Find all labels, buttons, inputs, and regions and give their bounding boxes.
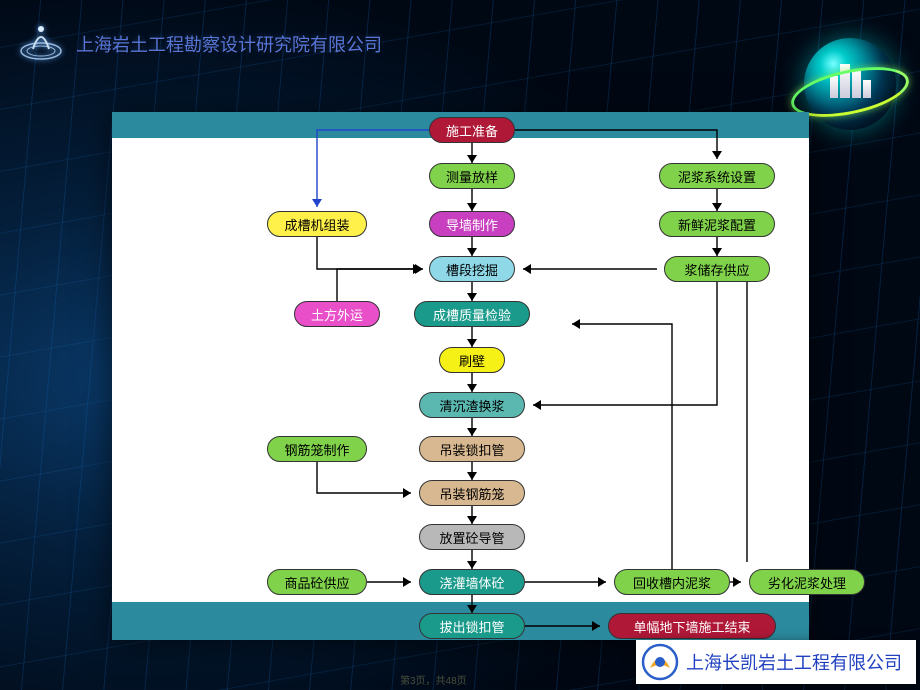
flow-node-n5: 泥浆系统设置: [659, 163, 775, 189]
flow-node-n14: 吊装锁扣管: [419, 436, 525, 462]
header-company-name: 上海岩土工程勘察设计研究院有限公司: [76, 31, 382, 57]
flow-node-n18: 浇灌墙体砼: [419, 569, 525, 595]
flow-node-n7: 槽段挖掘: [429, 256, 515, 282]
flow-node-n20: 劣化泥浆处理: [749, 569, 865, 595]
slide-content: 施工准备测量放样导墙制作 成槽机组装 泥浆系统设置新鲜泥浆配置槽段挖掘 浆储存供应土方…: [112, 112, 809, 640]
flow-node-n10: 成槽质量检验: [414, 301, 530, 327]
page-info: 第3页，共48页: [400, 672, 467, 687]
flow-node-n8: 浆储存供应: [664, 256, 770, 282]
flow-node-n9: 土方外运: [294, 301, 380, 327]
flow-node-n15: 吊装钢筋笼: [419, 480, 525, 506]
flow-node-n21: 拔出锁扣管: [419, 613, 525, 639]
flow-node-n22: 单幅地下墙施工结束: [608, 613, 776, 639]
footer-company-name: 上海长凯岩土工程有限公司: [686, 649, 902, 675]
flow-node-n4: 成槽机组装: [267, 211, 367, 237]
flow-node-n6: 新鲜泥浆配置: [659, 211, 775, 237]
flow-node-n19: 回收槽内泥浆: [614, 569, 730, 595]
flow-node-n2: 测量放样: [429, 163, 515, 189]
flowchart: 施工准备测量放样导墙制作 成槽机组装 泥浆系统设置新鲜泥浆配置槽段挖掘 浆储存供应土方…: [162, 112, 782, 640]
header: 上海岩土工程勘察设计研究院有限公司: [0, 0, 920, 88]
flow-node-n17: 商品砼供应: [267, 569, 367, 595]
flow-node-n11: 刷壁: [439, 347, 505, 373]
company-logo-icon: [18, 21, 64, 67]
flow-node-n12: 清沉渣换浆: [419, 392, 525, 418]
flow-node-n1: 施工准备: [429, 117, 515, 143]
flow-node-n13: 钢筋笼制作: [267, 436, 367, 462]
flowchart-arrows: [162, 112, 862, 640]
flow-node-n16: 放置砼导管: [419, 524, 525, 550]
footer-logo-icon: [640, 642, 680, 682]
flow-node-n3: 导墙制作: [429, 211, 515, 237]
footer: 上海长凯岩土工程有限公司: [636, 640, 916, 684]
